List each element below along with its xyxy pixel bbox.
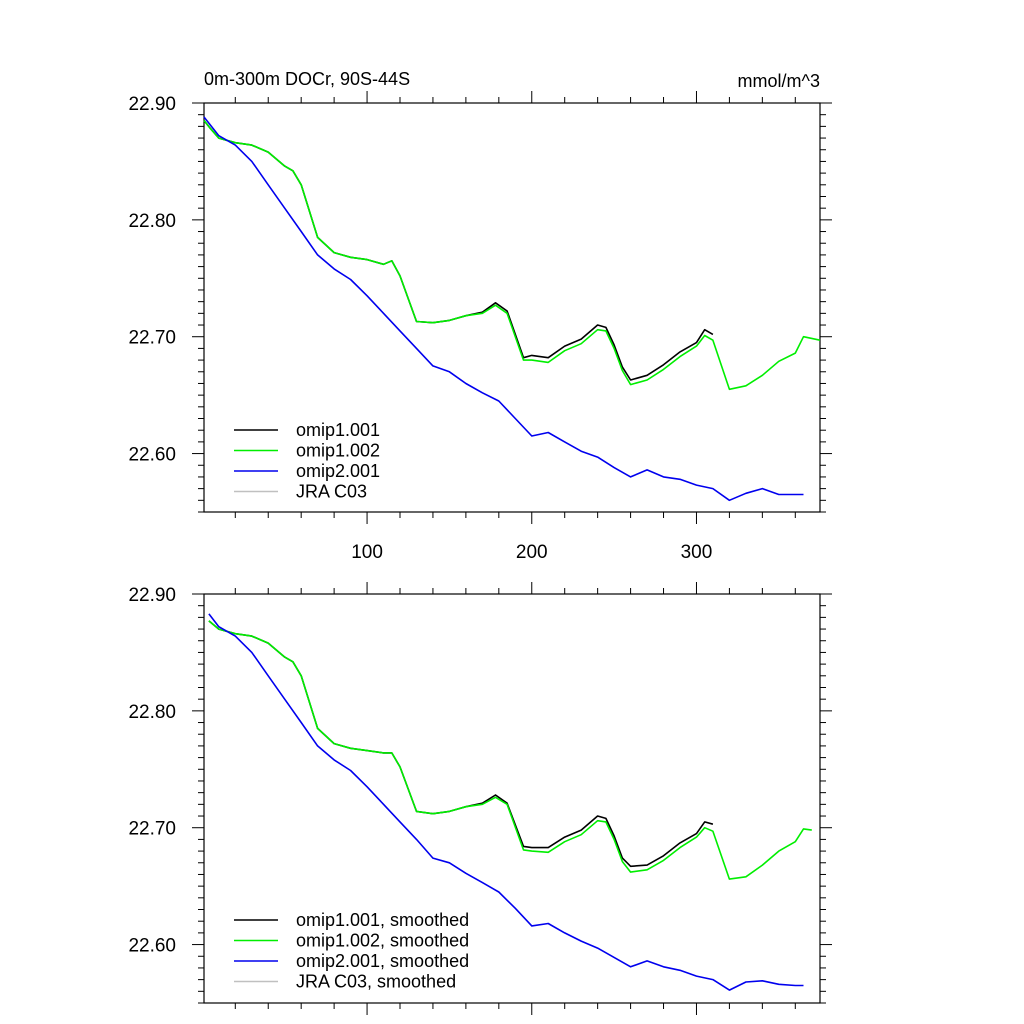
- x-tick-label: 200: [516, 542, 548, 563]
- y-tick-label: 22.90: [128, 94, 176, 115]
- series-line-omip1-002: [208, 620, 812, 880]
- legend-label: omip2.001, smoothed: [296, 951, 469, 971]
- legend-label: omip1.002: [296, 441, 380, 461]
- plot-frame: [203, 593, 821, 1004]
- legend-label: JRA C03, smoothed: [296, 972, 456, 992]
- series-line-omip2-001: [208, 613, 804, 991]
- y-tick-label: 22.60: [128, 445, 176, 466]
- legend-label: omip2.001: [296, 461, 380, 481]
- legend-label: omip1.001: [296, 420, 380, 440]
- chart-title: 0m-300m DOCr, 90S-44S: [204, 69, 410, 89]
- series-line-omip2-001: [203, 116, 804, 502]
- x-tick-label: 300: [681, 542, 713, 563]
- y-tick-label: 22.80: [128, 211, 176, 232]
- y-tick-label: 22.90: [128, 585, 176, 606]
- legend-label: omip1.002, smoothed: [296, 931, 469, 951]
- legend-label: omip1.001, smoothed: [296, 910, 469, 930]
- plot-frame: [203, 102, 821, 513]
- legend-label: JRA C03: [296, 482, 367, 502]
- series-line-omip1-002: [203, 119, 821, 391]
- y-tick-label: 22.70: [128, 328, 176, 349]
- x-tick-label: 100: [351, 542, 383, 563]
- chart-units: mmol/m^3: [738, 71, 820, 91]
- series-line-omip1-001: [203, 119, 714, 381]
- y-tick-label: 22.70: [128, 819, 176, 840]
- y-tick-label: 22.60: [128, 936, 176, 957]
- y-tick-label: 22.80: [128, 702, 176, 723]
